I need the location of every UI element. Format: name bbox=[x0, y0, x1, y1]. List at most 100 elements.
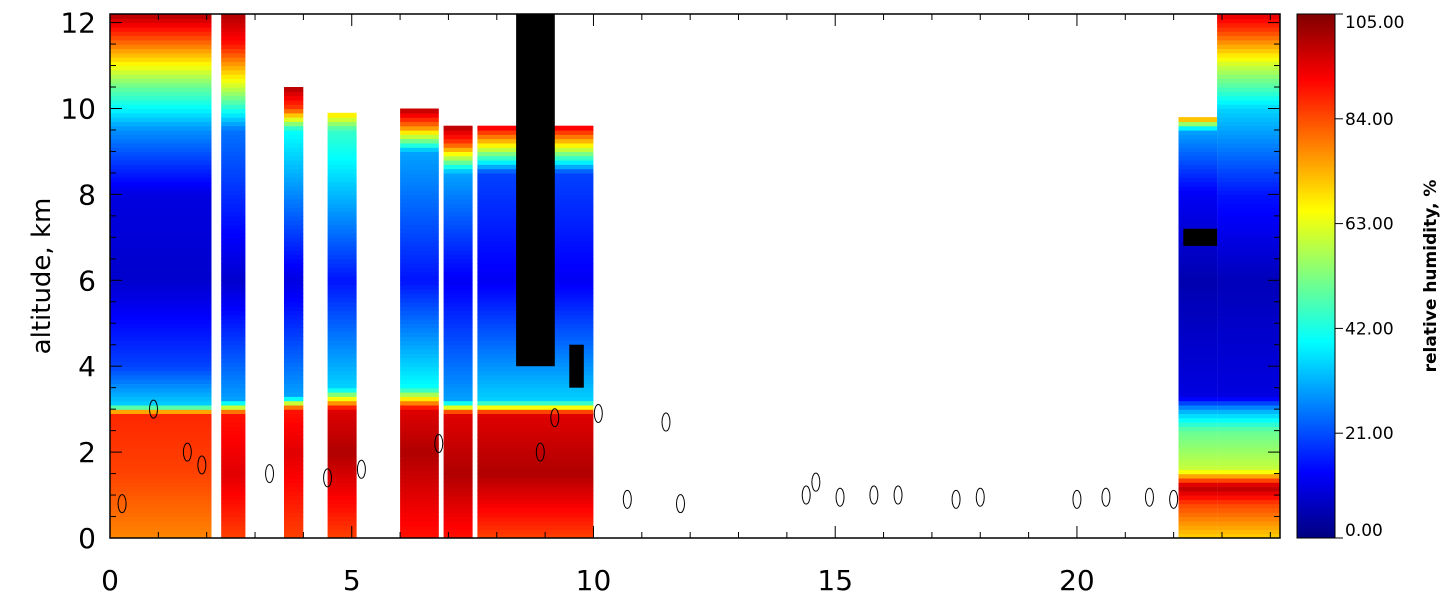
heatmap-cell bbox=[1217, 177, 1280, 183]
heatmap-cell bbox=[1178, 465, 1218, 470]
cloud-contour bbox=[323, 468, 333, 488]
heatmap-cell bbox=[477, 473, 594, 479]
heatmap-cell bbox=[284, 284, 304, 290]
heatmap-cell bbox=[1178, 284, 1218, 290]
heatmap-cell bbox=[284, 271, 304, 277]
heatmap-cell bbox=[1217, 439, 1280, 445]
heatmap-cell bbox=[327, 301, 357, 307]
heatmap-cell bbox=[443, 490, 473, 496]
heatmap-cell bbox=[284, 443, 304, 449]
heatmap-cell bbox=[284, 198, 304, 204]
heatmap-cell bbox=[327, 220, 357, 226]
heatmap-cell bbox=[400, 288, 439, 294]
heatmap-cell bbox=[443, 370, 473, 376]
heatmap-cell bbox=[1178, 224, 1218, 230]
heatmap-cell bbox=[221, 91, 246, 97]
heatmap-cell bbox=[110, 108, 212, 114]
heatmap-cell bbox=[443, 245, 473, 251]
heatmap-cell bbox=[1178, 297, 1218, 303]
heatmap-cell bbox=[110, 443, 212, 449]
heatmap-cell bbox=[1217, 151, 1280, 157]
heatmap-cell bbox=[327, 456, 357, 462]
heatmap-cell bbox=[443, 409, 473, 414]
heatmap-cell bbox=[1217, 280, 1280, 286]
heatmap-cell bbox=[110, 473, 212, 479]
heatmap-cell bbox=[400, 138, 439, 144]
heatmap-cell bbox=[1217, 258, 1280, 264]
y-tick-label: 8 bbox=[78, 178, 96, 211]
heatmap-cell bbox=[1178, 301, 1218, 307]
heatmap-cell bbox=[327, 473, 357, 479]
heatmap-cell bbox=[443, 207, 473, 213]
heatmap-cell bbox=[327, 516, 357, 522]
heatmap-cell bbox=[221, 31, 246, 37]
heatmap-cell bbox=[1217, 404, 1280, 410]
cloud-contour bbox=[1101, 487, 1111, 507]
heatmap-cell bbox=[400, 228, 439, 234]
heatmap-cell bbox=[221, 87, 246, 92]
heatmap-cell bbox=[400, 366, 439, 372]
heatmap-cell bbox=[1178, 147, 1218, 152]
heatmap-cell bbox=[221, 220, 246, 226]
heatmap-cell bbox=[1217, 276, 1280, 281]
heatmap-cell bbox=[110, 387, 212, 393]
heatmap-cell bbox=[221, 516, 246, 522]
heatmap-cell bbox=[284, 130, 304, 135]
cloud-contour bbox=[1144, 487, 1154, 507]
heatmap-cell bbox=[1217, 112, 1280, 118]
heatmap-cell bbox=[284, 327, 304, 333]
heatmap-cell bbox=[443, 387, 473, 393]
heatmap-cell bbox=[284, 160, 304, 165]
heatmap-cell bbox=[284, 155, 304, 161]
heatmap-cell bbox=[1178, 293, 1218, 299]
heatmap-cell bbox=[327, 430, 357, 436]
heatmap-cell bbox=[327, 353, 357, 359]
heatmap-cell bbox=[1178, 344, 1218, 350]
heatmap-cell bbox=[1178, 323, 1218, 329]
heatmap-cell bbox=[221, 396, 246, 402]
heatmap-cell bbox=[400, 434, 439, 440]
heatmap-cell bbox=[1217, 469, 1280, 475]
heatmap-cell bbox=[221, 426, 246, 432]
heatmap-cell bbox=[110, 69, 212, 75]
colorbar-ticks: 0.00 21.00 42.00 63.00 84.00 105.00 bbox=[1335, 13, 1404, 541]
heatmap-cell bbox=[221, 469, 246, 475]
heatmap-cell bbox=[400, 155, 439, 161]
heatmap-cell bbox=[284, 396, 304, 402]
heatmap-cell bbox=[1178, 250, 1218, 256]
heatmap-cell bbox=[110, 465, 212, 470]
heatmap-cell bbox=[1217, 198, 1280, 204]
heatmap-cell bbox=[1217, 104, 1280, 110]
heatmap-cell bbox=[327, 434, 357, 440]
heatmap-cell bbox=[400, 516, 439, 522]
heatmap-cell bbox=[400, 529, 439, 535]
heatmap-cell bbox=[400, 233, 439, 238]
heatmap-cell bbox=[1178, 142, 1218, 148]
heatmap-cell bbox=[221, 78, 246, 84]
heatmap-cell bbox=[221, 319, 246, 324]
heatmap-cell bbox=[400, 168, 439, 174]
heatmap-cell bbox=[284, 422, 304, 427]
x-tick-label: 5 bbox=[343, 564, 361, 597]
heatmap-cell bbox=[443, 258, 473, 264]
heatmap-cell bbox=[110, 164, 212, 170]
heatmap-cell bbox=[284, 168, 304, 174]
heatmap-cell bbox=[443, 344, 473, 350]
heatmap-cell bbox=[1217, 52, 1280, 58]
heatmap-cell bbox=[443, 477, 473, 483]
colorbar-tick-label: 84.00 bbox=[1345, 110, 1394, 130]
heatmap-cell bbox=[327, 164, 357, 170]
heatmap-cell bbox=[221, 374, 246, 380]
heatmap-cell bbox=[327, 477, 357, 483]
heatmap-cell bbox=[221, 207, 246, 213]
heatmap-cell bbox=[221, 349, 246, 354]
heatmap-cell bbox=[1217, 512, 1280, 518]
heatmap-cell bbox=[443, 374, 473, 380]
heatmap-cell bbox=[284, 125, 304, 131]
heatmap-cell bbox=[327, 276, 357, 281]
heatmap-cell bbox=[110, 374, 212, 380]
heatmap-cell bbox=[284, 280, 304, 286]
heatmap-cell bbox=[110, 288, 212, 294]
heatmap-cell bbox=[110, 220, 212, 226]
heatmap-cell bbox=[284, 400, 304, 406]
